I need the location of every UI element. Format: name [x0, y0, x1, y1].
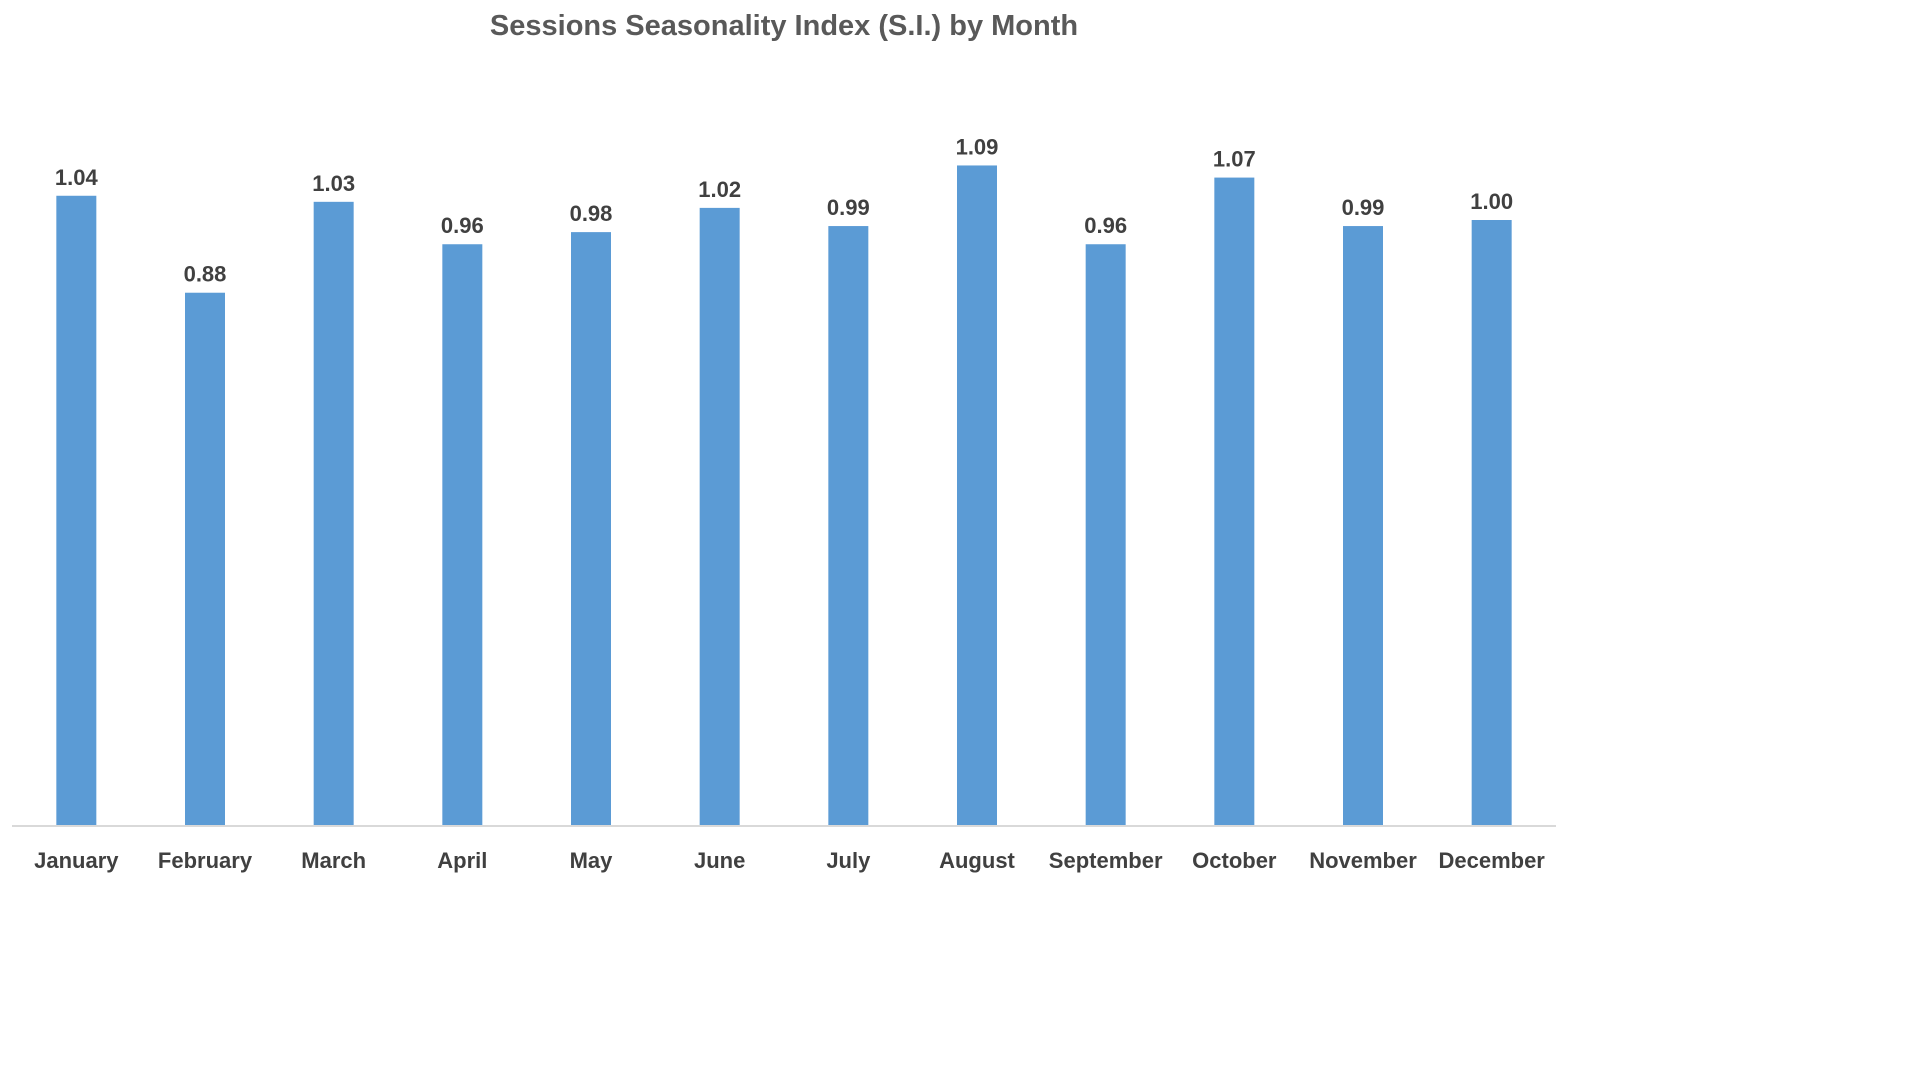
data-label-december: 1.00: [1470, 189, 1513, 214]
bar-august: [957, 165, 997, 826]
data-label-august: 1.09: [956, 134, 999, 159]
bar-january: [56, 195, 97, 826]
bar-march: [313, 201, 354, 826]
x-tick-label-june: June: [694, 848, 745, 873]
data-label-april: 0.96: [441, 213, 484, 238]
bar-july: [828, 226, 869, 826]
x-tick-label-may: May: [570, 848, 614, 873]
x-tick-label-january: January: [34, 848, 119, 873]
chart-container: Sessions Seasonality Index (S.I.) by Mon…: [12, 10, 1556, 873]
x-tick-label-november: November: [1309, 848, 1417, 873]
chart-title: Sessions Seasonality Index (S.I.) by Mon…: [489, 10, 1079, 42]
x-tick-label-february: February: [158, 848, 253, 873]
data-label-november: 0.99: [1342, 195, 1385, 220]
data-label-may: 0.98: [570, 201, 613, 226]
x-tick-label-december: December: [1438, 848, 1545, 873]
data-label-february: 0.88: [184, 262, 227, 287]
bar-september: [1085, 244, 1126, 827]
data-label-september: 0.96: [1084, 213, 1127, 238]
bar-february: [185, 292, 225, 827]
data-label-january: 1.04: [55, 165, 99, 190]
data-label-march: 1.03: [312, 171, 355, 196]
x-tick-label-march: March: [301, 848, 366, 873]
bar-june: [699, 207, 740, 826]
bar-may: [571, 232, 611, 826]
data-label-july: 0.99: [827, 195, 870, 220]
bar-december: [1471, 220, 1512, 826]
bar-october: [1214, 177, 1255, 826]
data-label-october: 1.07: [1213, 147, 1256, 172]
chart-plot-area: 1.04 0.88 1.03 0.96 0.98 1.02 0.99 1.09 0.96 1.07…: [12, 134, 1556, 873]
data-label-june: 1.02: [698, 177, 741, 202]
bar-november: [1343, 226, 1383, 826]
x-tick-label-july: July: [826, 848, 871, 873]
x-tick-label-april: April: [437, 848, 487, 873]
x-tick-label-october: October: [1192, 848, 1277, 873]
bar-april: [442, 244, 483, 827]
x-tick-label-august: August: [939, 848, 1015, 873]
x-tick-label-september: September: [1049, 848, 1163, 873]
